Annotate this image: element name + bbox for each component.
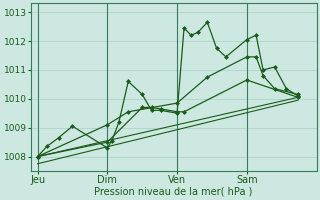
X-axis label: Pression niveau de la mer( hPa ): Pression niveau de la mer( hPa ) bbox=[94, 187, 253, 197]
